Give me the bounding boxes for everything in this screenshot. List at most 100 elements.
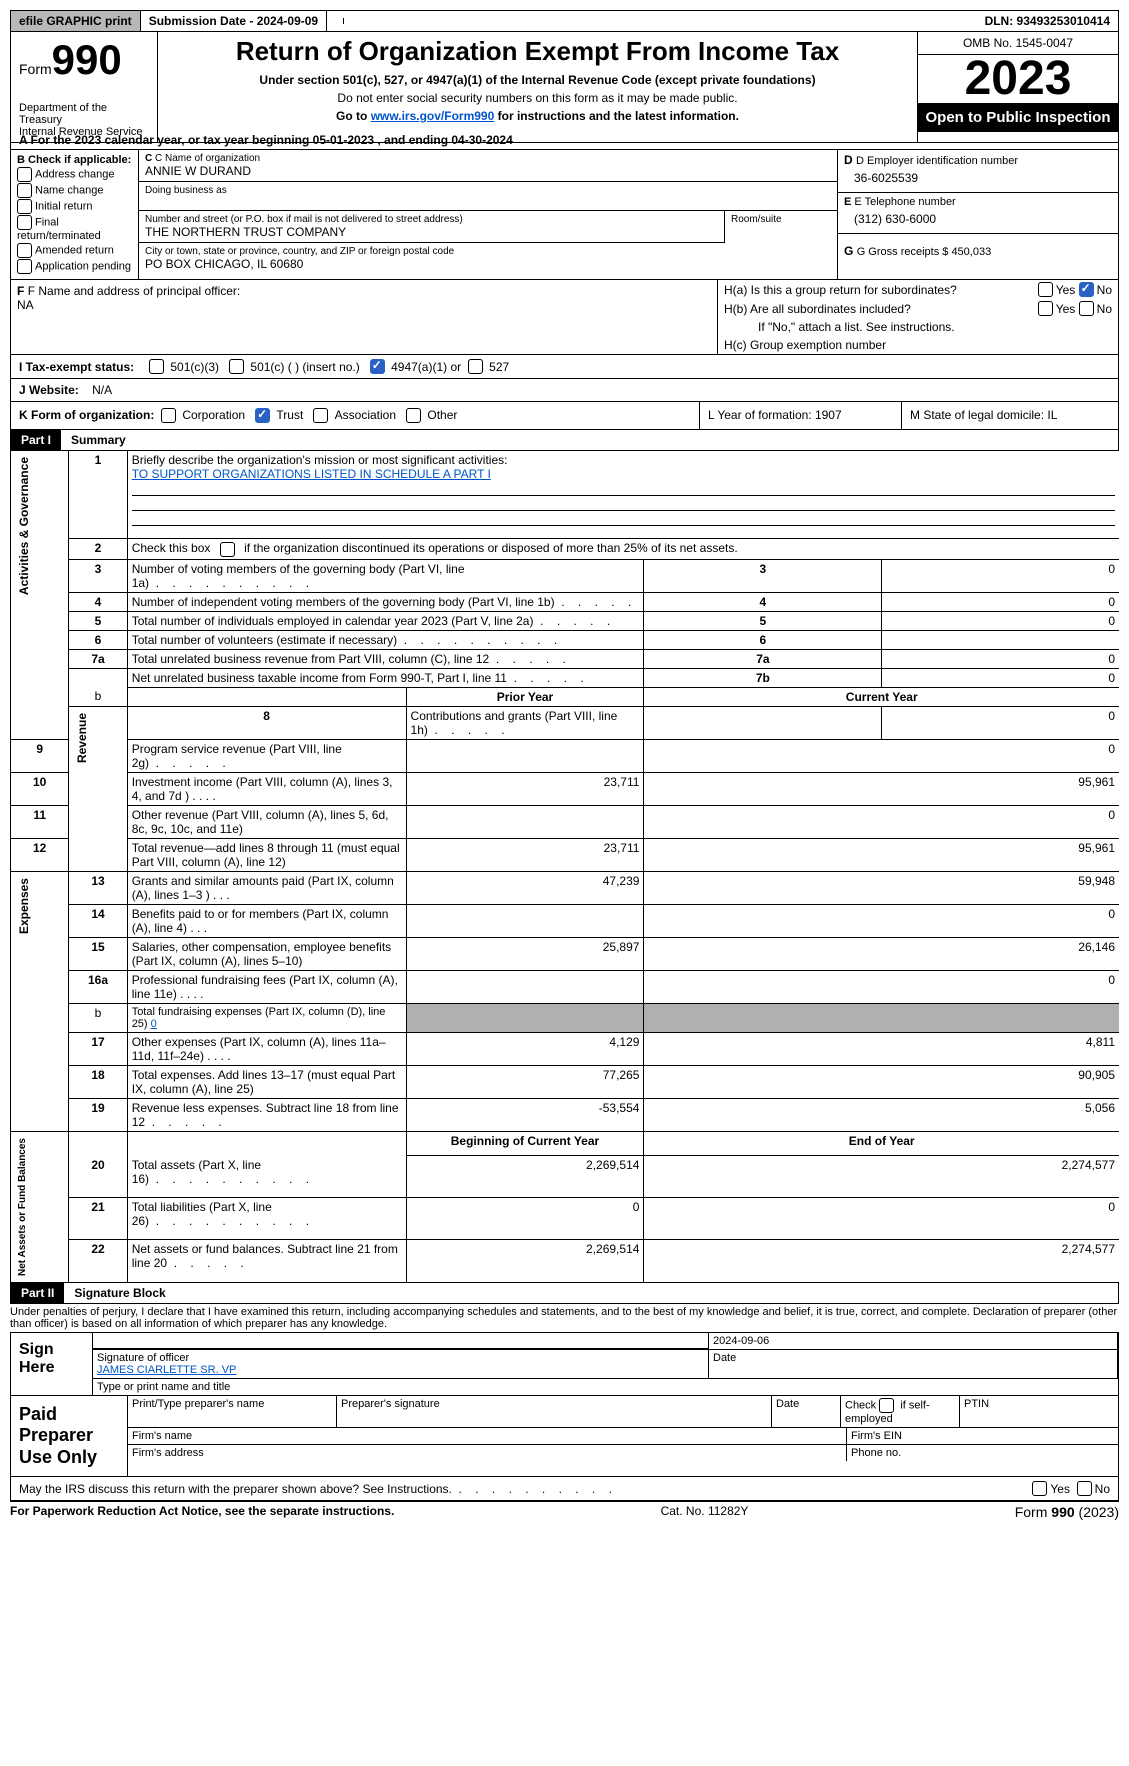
line22: Net assets or fund balances. Subtract li… [132,1242,398,1270]
cb-hb-yes[interactable] [1038,301,1053,316]
cb-ha-no[interactable] [1079,282,1094,297]
prep-sig-label: Preparer's signature [337,1396,772,1427]
p12: 23,711 [406,838,644,871]
cb-discuss-yes[interactable] [1032,1481,1047,1496]
cb-hb-no[interactable] [1079,301,1094,316]
form-org-label: K Form of organization: [19,408,154,422]
cb-app-pending[interactable] [17,259,32,274]
cb-assoc[interactable] [313,408,328,423]
cb-final-return[interactable] [17,215,32,230]
form-subtitle-1: Under section 501(c), 527, or 4947(a)(1)… [166,73,909,87]
row-k: K Form of organization: Corporation Trus… [10,402,1119,430]
tax-status-label: I Tax-exempt status: [19,360,134,374]
c20: 2,274,577 [644,1156,1119,1198]
cb-self-employed[interactable] [879,1398,894,1413]
officer-sig-label: Signature of officer [97,1352,189,1364]
cb-initial-return[interactable] [17,199,32,214]
p22: 2,269,514 [406,1240,644,1282]
sign-here-label: Sign Here [11,1333,93,1395]
p14 [406,904,644,937]
vlab-expenses: Expenses [15,874,33,938]
dba-label: Doing business as [145,185,831,196]
vlab-activities: Activities & Governance [15,453,33,599]
cb-501c3[interactable] [149,359,164,374]
addr-value: THE NORTHERN TRUST COMPANY [145,225,718,239]
gross-receipts: G G Gross receipts $ 450,033 [844,244,1112,258]
line21: Total liabilities (Part X, line 26) [132,1200,309,1228]
cb-line2[interactable] [220,542,235,557]
val4: 0 [882,592,1119,611]
ein-value: 36-6025539 [844,167,1112,189]
line1-value[interactable]: TO SUPPORT ORGANIZATIONS LISTED IN SCHED… [132,467,491,481]
firm-name-label: Firm's name [128,1428,847,1444]
boy-hdr: Beginning of Current Year [406,1131,644,1155]
declaration: Under penalties of perjury, I declare th… [10,1304,1119,1332]
year-formation: L Year of formation: 1907 [699,402,901,429]
c17: 4,811 [644,1032,1119,1065]
part2-bar: Part II Signature Block [10,1283,1119,1304]
line4: Number of independent voting members of … [132,595,632,609]
form-footer: Form 990 (2023) [1015,1504,1119,1520]
org-name: ANNIE W DURAND [145,164,831,178]
line17: Other expenses (Part IX, column (A), lin… [132,1035,386,1063]
part1-header: Part I [11,430,61,450]
line20: Total assets (Part X, line 16) [132,1158,309,1186]
sig-date: 2024-09-06 [709,1333,1118,1349]
efile-print-button[interactable]: efile GRAPHIC print [11,11,141,31]
c9: 0 [644,739,1119,772]
cb-corp[interactable] [161,408,176,423]
line16b-val[interactable]: 0 [151,1018,157,1030]
p17: 4,129 [406,1032,644,1065]
cb-ha-yes[interactable] [1038,282,1053,297]
curr-year-hdr: Current Year [644,687,1119,706]
line5: Total number of individuals employed in … [132,614,610,628]
spacer [327,18,344,24]
cb-amended[interactable] [17,243,32,258]
ptin-label: PTIN [960,1396,1118,1427]
hb-note: If "No," attach a list. See instructions… [718,318,1118,336]
cb-527[interactable] [468,359,483,374]
dept-label: Department of the Treasury [19,102,149,126]
c13: 59,948 [644,871,1119,904]
cb-trust[interactable] [255,408,270,423]
p13: 47,239 [406,871,644,904]
prep-date-label: Date [772,1396,841,1427]
officer-label: F Name and address of principal officer: [28,284,241,298]
cb-address-change[interactable] [17,167,32,182]
p20: 2,269,514 [406,1156,644,1198]
city-label: City or town, state or province, country… [145,246,831,257]
officer-sig-name[interactable]: JAMES CIARLETTE SR. VP [97,1364,236,1376]
line7b: Net unrelated business taxable income fr… [132,671,584,685]
line19: Revenue less expenses. Subtract line 18 … [132,1101,399,1129]
section-bcde: B Check if applicable: Address change Na… [10,150,1119,280]
irs-link[interactable]: www.irs.gov/Form990 [371,109,495,123]
form-title: Return of Organization Exempt From Incom… [166,36,909,67]
top-bar: efile GRAPHIC print Submission Date - 20… [10,10,1119,32]
dln: DLN: 93493253010414 [977,11,1118,31]
website-value: N/A [92,383,112,397]
line3: Number of voting members of the governin… [132,562,465,590]
line11: Other revenue (Part VIII, column (A), li… [132,808,389,836]
box-b-label: B Check if applicable: [17,154,132,166]
firm-addr-label: Firm's address [128,1445,847,1461]
val5: 0 [882,611,1119,630]
line7a: Total unrelated business revenue from Pa… [132,652,566,666]
cb-name-change[interactable] [17,183,32,198]
c11: 0 [644,805,1119,838]
c21: 0 [644,1197,1119,1239]
cb-other[interactable] [406,408,421,423]
cb-501c[interactable] [229,359,244,374]
discuss-question: May the IRS discuss this return with the… [19,1482,612,1496]
cb-discuss-no[interactable] [1077,1481,1092,1496]
box-b: B Check if applicable: Address change Na… [11,150,139,279]
p9 [406,739,644,772]
box-c: C C Name of organization ANNIE W DURAND … [139,150,838,279]
ein-label: D D Employer identification number [844,153,1112,167]
cb-4947[interactable] [370,359,385,374]
form-subtitle-2: Do not enter social security numbers on … [166,91,909,105]
line10: Investment income (Part VIII, column (A)… [132,775,393,803]
room-label: Room/suite [731,214,831,225]
section-fh: F F Name and address of principal office… [10,280,1119,355]
p18: 77,265 [406,1065,644,1098]
open-to-public: Open to Public Inspection [918,103,1118,132]
